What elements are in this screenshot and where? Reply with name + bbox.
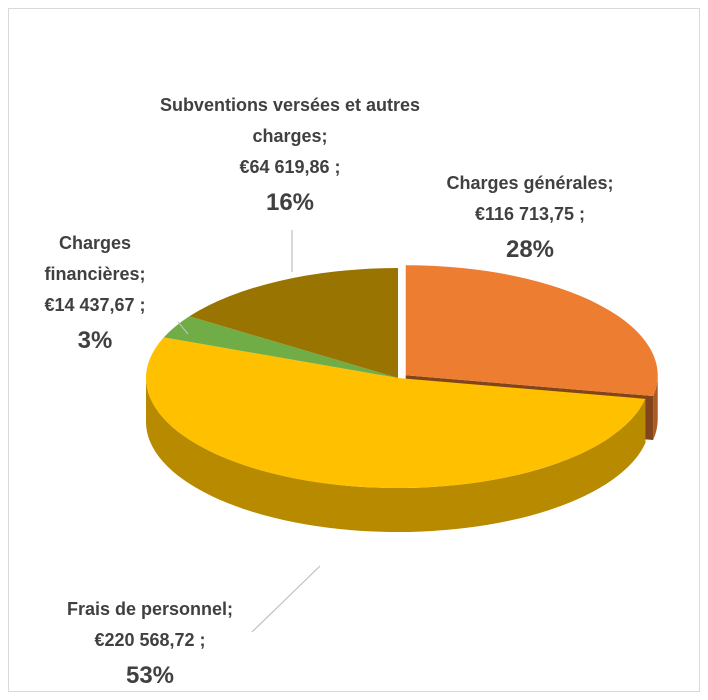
value-label: €64 619,86 ; (239, 157, 341, 177)
value-label: €116 713,75 ; (474, 204, 586, 224)
percent-label: 3% (77, 327, 113, 354)
category-label: Charges générales; (446, 173, 614, 193)
pie-side (653, 375, 658, 441)
value-label: €220 568,72 ; (94, 630, 206, 650)
category-label: Charges financières; (44, 233, 146, 284)
data-label: Subventions versées et autres charges; €6… (150, 90, 430, 223)
percent-label: 53% (125, 662, 175, 689)
chart-frame (8, 8, 700, 692)
data-label: Charges générales; €116 713,75 ; 28% (420, 168, 640, 270)
pie-slice (405, 265, 658, 397)
pie-side (146, 378, 646, 532)
leader-line (251, 565, 321, 633)
data-label: Charges financières; €14 437,67 ; 3% (10, 228, 180, 361)
data-label: Frais de personnel; €220 568,72 ; 53% (20, 594, 280, 696)
value-label: €14 437,67 ; (44, 295, 146, 315)
category-label: Frais de personnel; (66, 599, 234, 619)
percent-label: 28% (505, 236, 555, 263)
percent-label: 16% (265, 189, 315, 216)
pie-slice (163, 316, 398, 378)
pie-slice (189, 268, 398, 378)
category-label: Subventions versées et autres charges; (159, 95, 421, 146)
leader-line (177, 321, 189, 335)
pie-slice (146, 337, 646, 488)
